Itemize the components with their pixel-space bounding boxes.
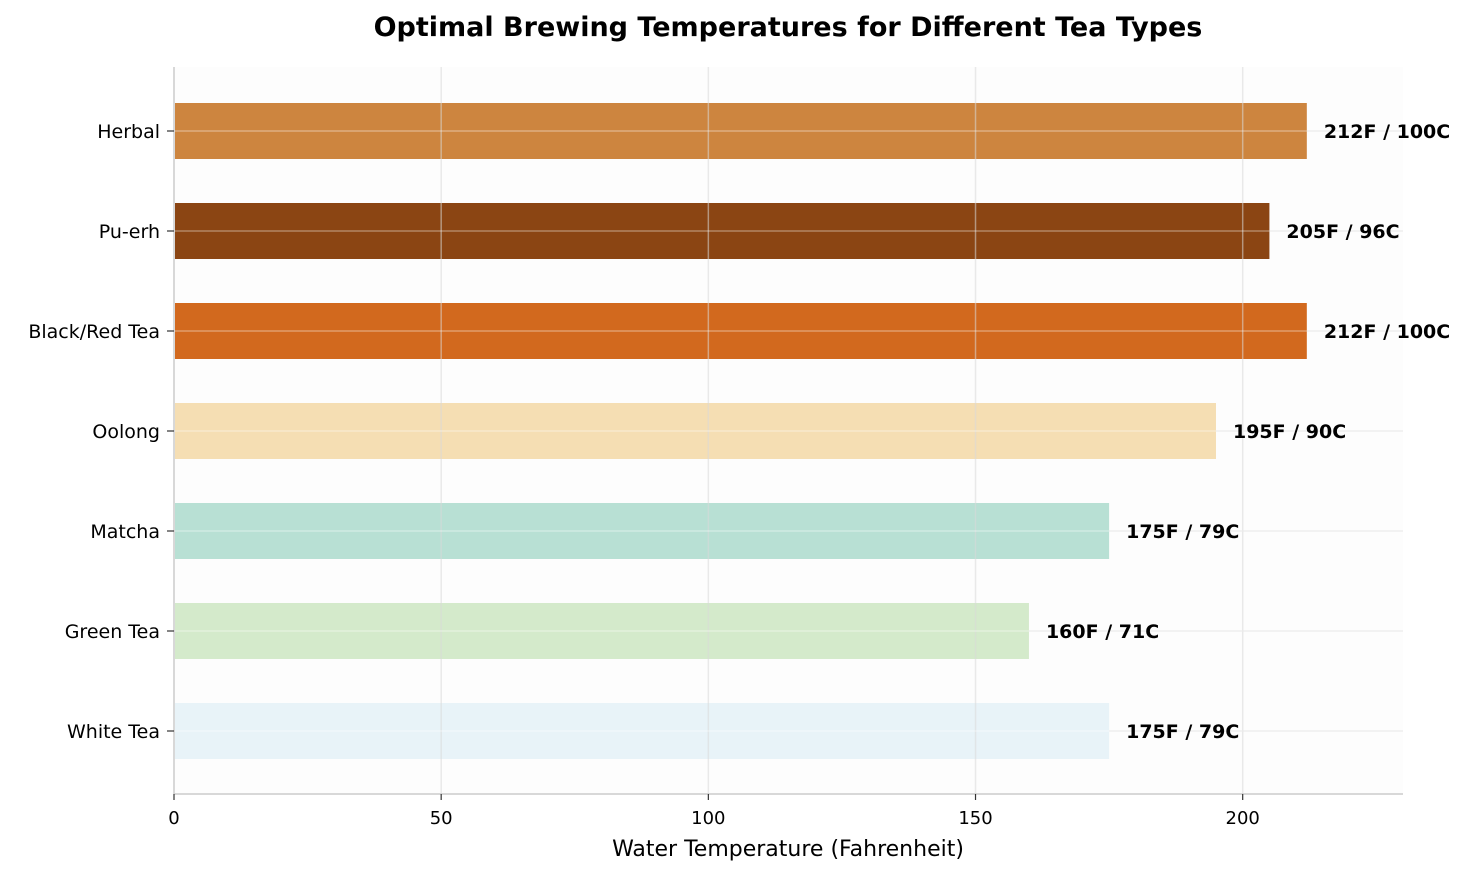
y-tick-label: Green Tea: [65, 621, 160, 643]
data-label: 160F / 71C: [1046, 621, 1159, 643]
y-tick-label: Herbal: [97, 121, 160, 143]
x-tick-label: 100: [691, 808, 725, 829]
bar-layer: [175, 103, 1307, 759]
bar-green-tea: [175, 603, 1029, 659]
x-tick-label: 0: [168, 808, 179, 829]
data-label: 212F / 100C: [1324, 121, 1450, 143]
x-tick-label: 200: [1226, 808, 1260, 829]
y-tick-label: Pu-erh: [99, 221, 160, 243]
x-tick-label: 150: [958, 808, 992, 829]
x-tick-label: 50: [430, 808, 453, 829]
y-tick-label: Matcha: [90, 521, 160, 543]
data-label: 175F / 79C: [1126, 521, 1239, 543]
data-label: 212F / 100C: [1324, 321, 1450, 343]
vertical-grid-overlay: [174, 67, 1403, 794]
data-label-layer: 175F / 79C 160F / 71C 175F / 79C 195F / 90C…: [1046, 121, 1450, 743]
bar-white-tea: [175, 703, 1110, 759]
chart-title: Optimal Brewing Temperatures for Differe…: [374, 12, 1203, 43]
bar-matcha: [175, 503, 1110, 559]
y-tick-label: Black/Red Tea: [28, 321, 160, 343]
data-label: 205F / 96C: [1286, 221, 1399, 243]
bar-pu-erh: [175, 203, 1270, 259]
y-tick-label: White Tea: [67, 721, 160, 743]
x-axis-label: Water Temperature (Fahrenheit): [612, 837, 964, 862]
tick-layer: 0 50 100 150 200 White Tea Green Tea Matcha Oolo…: [28, 121, 1260, 829]
data-label: 195F / 90C: [1233, 421, 1346, 443]
bar-herbal: [175, 103, 1307, 159]
y-tick-label: Oolong: [92, 421, 160, 443]
data-label: 175F / 79C: [1126, 721, 1239, 743]
bar-oolong: [175, 403, 1216, 459]
bar-black-red-tea: [175, 303, 1307, 359]
